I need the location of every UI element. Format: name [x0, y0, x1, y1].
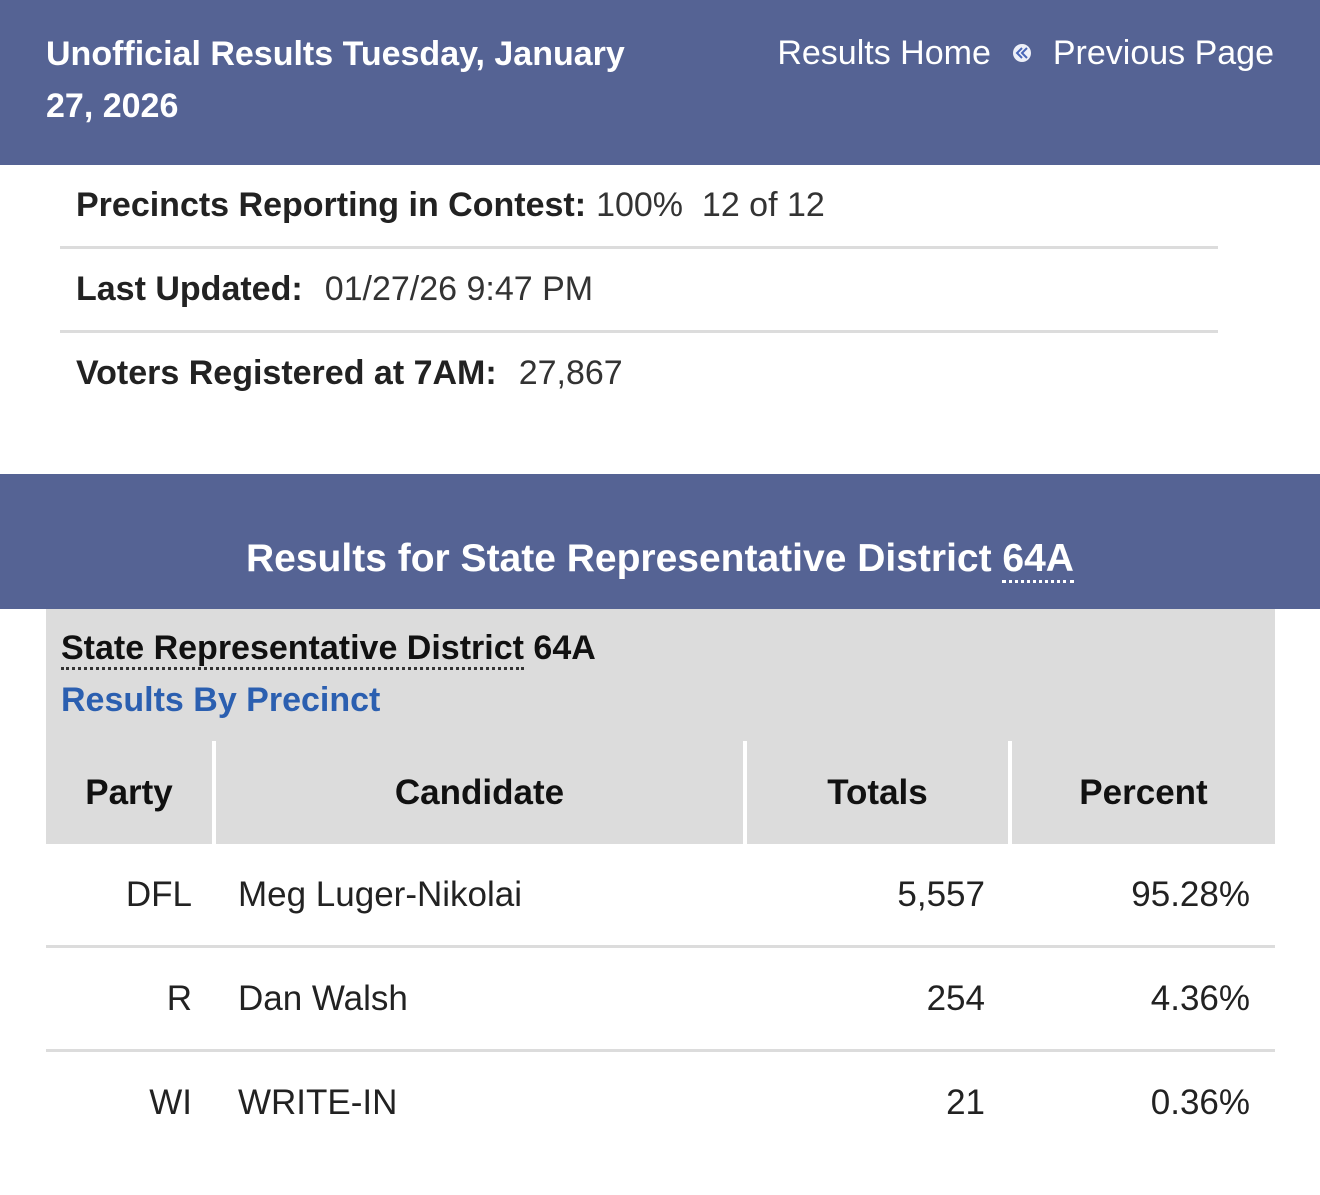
last-updated-value: 01/27/26 9:47 PM [324, 270, 594, 308]
voters-registered-row: Voters Registered at 7AM: 27,867 [60, 333, 1218, 414]
contest-name-abbr[interactable]: State Representative District [61, 629, 524, 670]
table-row: R Dan Walsh 254 4.36% [46, 948, 1275, 1052]
candidate-cell: Meg Luger-Nikolai [238, 874, 523, 914]
candidate-cell: WRITE-IN [238, 1082, 398, 1122]
last-updated-row: Last Updated: 01/27/26 9:47 PM [60, 249, 1218, 333]
previous-page-link[interactable]: Previous Page [1052, 33, 1274, 72]
table-row: DFL Meg Luger-Nikolai 5,557 95.28% [46, 844, 1275, 948]
page-title: Unofficial Results Tuesday, January 27, … [46, 35, 625, 125]
results-home-link[interactable]: Results Home [777, 33, 991, 72]
precincts-label: Precincts Reporting in Contest: [76, 186, 587, 224]
party-cell: R [166, 978, 192, 1018]
contest-info: Precincts Reporting in Contest: 100% 12 … [60, 165, 1218, 414]
party-cell: DFL [125, 874, 192, 914]
precincts-value: 100% 12 of 12 [596, 186, 825, 224]
contest-district: 64A [533, 629, 596, 667]
results-table-body: DFL Meg Luger-Nikolai 5,557 95.28% R Dan… [46, 844, 1275, 1153]
party-cell: WI [149, 1082, 192, 1122]
column-header-candidate: Candidate [216, 741, 747, 844]
totals-cell: 254 [926, 978, 985, 1018]
results-heading: Results for State Representative Distric… [246, 536, 1074, 583]
percent-cell: 95.28% [1131, 874, 1250, 914]
voters-registered-value: 27,867 [518, 354, 623, 392]
totals-cell: 21 [946, 1082, 985, 1122]
contest-panel: State Representative District 64A Result… [46, 609, 1275, 844]
percent-cell: 4.36% [1150, 978, 1250, 1018]
table-row: WI WRITE-IN 21 0.36% [46, 1052, 1275, 1153]
page-header: Unofficial Results Tuesday, January 27, … [0, 0, 1320, 165]
header-nav: Results Home Previous Page [777, 30, 1274, 76]
precincts-reporting-row: Precincts Reporting in Contest: 100% 12 … [60, 165, 1218, 249]
totals-cell: 5,557 [897, 874, 985, 914]
contest-name: State Representative District 64A [61, 629, 596, 670]
column-header-totals: Totals [747, 741, 1012, 844]
last-updated-label: Last Updated: [76, 270, 303, 308]
results-table-header: Party Candidate Totals Percent [46, 741, 1275, 844]
results-heading-bar: Results for State Representative Distric… [0, 474, 1320, 609]
results-by-precinct-link[interactable]: Results By Precinct [61, 681, 381, 719]
voters-registered-label: Voters Registered at 7AM: [76, 354, 497, 392]
candidate-cell: Dan Walsh [238, 978, 408, 1018]
column-header-percent: Percent [1079, 772, 1208, 812]
double-chevron-left-icon [1012, 44, 1031, 62]
percent-cell: 0.36% [1150, 1082, 1250, 1122]
column-header-party: Party [46, 741, 216, 844]
district-abbr[interactable]: 64A [1002, 536, 1074, 583]
results-heading-prefix: Results for State Representative Distric… [246, 536, 1003, 580]
